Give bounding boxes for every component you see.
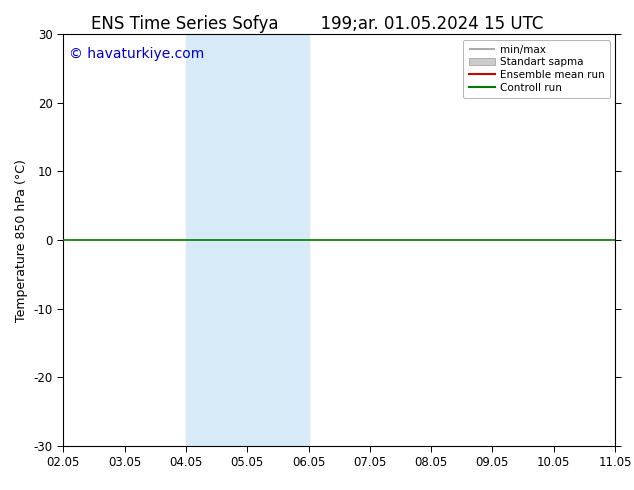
Text: © havaturkiye.com: © havaturkiye.com xyxy=(69,47,204,61)
Bar xyxy=(186,34,309,446)
Bar xyxy=(615,34,634,446)
Text: ENS Time Series Sofya        199;ar. 01.05.2024 15 UTC: ENS Time Series Sofya 199;ar. 01.05.2024… xyxy=(91,15,543,33)
Legend: min/max, Standart sapma, Ensemble mean run, Controll run: min/max, Standart sapma, Ensemble mean r… xyxy=(463,40,610,98)
Y-axis label: Temperature 850 hPa (°C): Temperature 850 hPa (°C) xyxy=(15,159,28,321)
